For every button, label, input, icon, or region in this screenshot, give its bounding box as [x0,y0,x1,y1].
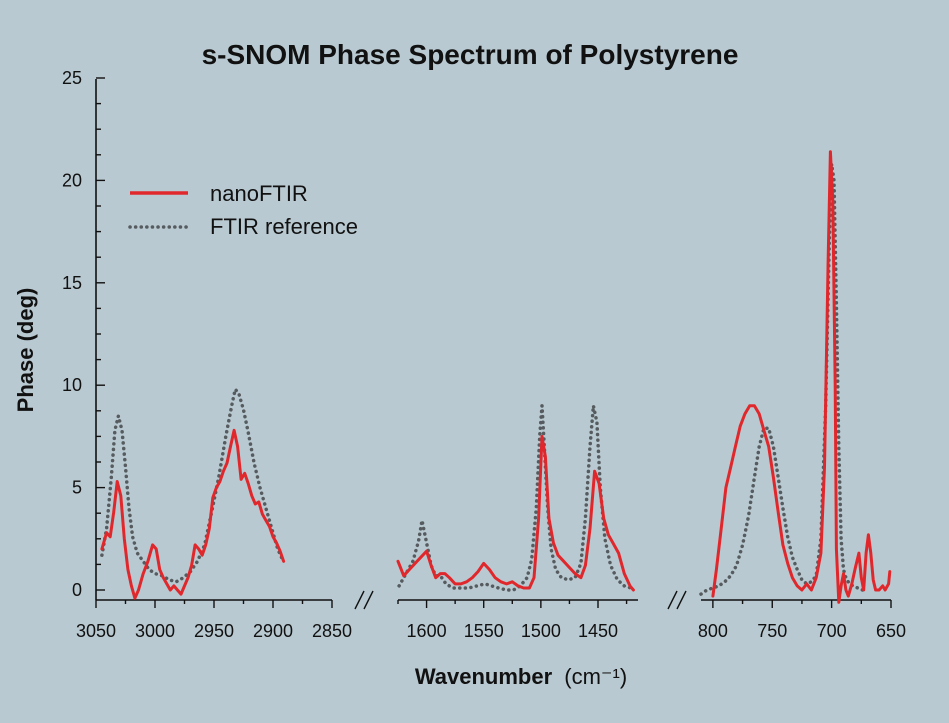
y-axis-label: Phase (deg) [13,288,38,413]
x-tick-label: 650 [876,621,906,641]
x-tick-label: 2850 [312,621,352,641]
ftir-reference-line-panel-3 [699,162,870,596]
break-mark-1 [354,590,374,610]
legend: nanoFTIR FTIR reference [128,181,358,239]
nanoftir-line-panel-1 [100,428,286,600]
ftir-reference-line-panel-2 [397,403,633,592]
x-axis-panel-2: 1600 1550 1500 1450 [397,599,638,641]
x-tick-label: 800 [698,621,728,641]
nanoftir-line-panel-2 [396,434,635,592]
x-tick-label: 1550 [464,621,504,641]
x-tick-label: 700 [817,621,847,641]
chart-title: s-SNOM Phase Spectrum of Polystyrene [202,39,739,70]
x-axis-panel-1: 3050 3000 2950 2900 2850 [76,599,352,641]
x-tick-label: 750 [757,621,787,641]
legend-label-ftir-reference: FTIR reference [210,214,358,239]
x-axis-label-main: Wavenumber [415,664,553,689]
plot-lines [100,150,892,604]
x-tick-label: 3000 [135,621,175,641]
x-axis-label: Wavenumber (cm⁻¹) [415,664,627,689]
y-tick-label: 5 [72,478,82,498]
y-tick-label: 0 [72,580,82,600]
x-axis-panel-3: 800 750 700 650 [698,599,906,641]
x-axis-label-unit: (cm⁻¹) [564,664,627,689]
y-tick-label: 15 [62,273,82,293]
x-tick-label: 2950 [194,621,234,641]
y-tick-label: 25 [62,68,82,88]
x-tick-label: 2900 [253,621,293,641]
y-axis: 0 5 10 15 20 25 [62,68,105,600]
legend-label-nanoftir: nanoFTIR [210,181,308,206]
y-tick-label: 20 [62,170,82,190]
x-axes: 3050 3000 2950 2900 2850 1600 1550 1500 1450 800 7… [76,599,906,641]
x-tick-label: 1500 [521,621,561,641]
nanoftir-line-panel-3 [711,150,892,604]
y-tick-label: 10 [62,375,82,395]
ftir-reference-line-panel-1 [100,387,285,584]
x-tick-label: 1450 [578,621,618,641]
x-tick-label: 3050 [76,621,116,641]
x-tick-label: 1600 [407,621,447,641]
break-mark-2 [667,590,687,610]
